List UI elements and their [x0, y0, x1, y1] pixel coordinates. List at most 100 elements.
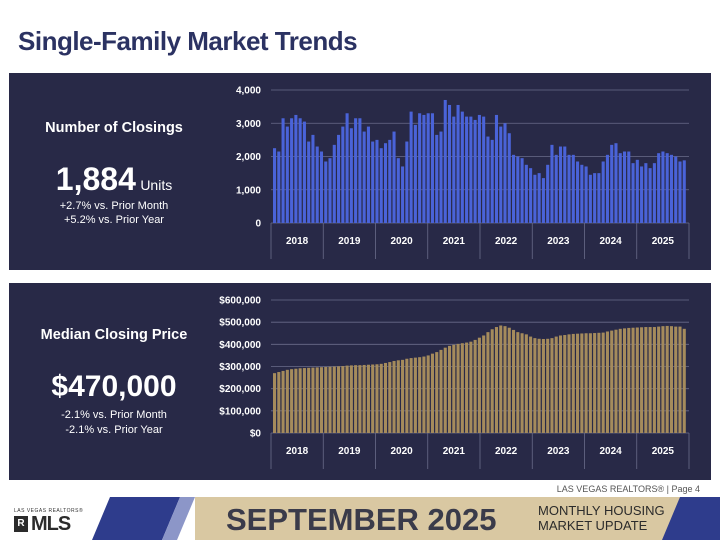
report-subtitle-line1: MONTHLY HOUSING — [538, 503, 665, 518]
x-tick-label: 2022 — [495, 446, 518, 457]
bar — [319, 367, 324, 433]
y-tick-label: 1,000 — [236, 185, 261, 196]
bar — [349, 365, 353, 433]
bar — [302, 121, 306, 223]
x-tick-label: 2018 — [286, 446, 309, 457]
bar — [273, 148, 277, 223]
bar — [413, 124, 417, 223]
bar — [529, 336, 533, 433]
report-subtitle-line2: MARKET UPDATE — [538, 518, 648, 533]
bar — [465, 116, 469, 223]
bar — [648, 168, 652, 223]
bar — [512, 154, 516, 223]
logo-small-text: LAS VEGAS REALTORS® — [14, 508, 84, 514]
closings-vs-month: +2.7% vs. Prior Month — [59, 200, 169, 212]
bar — [379, 363, 383, 433]
bar — [631, 163, 635, 223]
bar — [533, 338, 537, 433]
x-tick-label: 2021 — [443, 236, 466, 247]
price-value-block: $470,000 — [9, 370, 219, 404]
bar — [674, 326, 678, 433]
bar — [469, 116, 473, 223]
bar — [332, 366, 336, 433]
x-tick-label: 2025 — [652, 446, 675, 457]
bar — [558, 146, 563, 223]
bar — [614, 143, 618, 223]
bar — [341, 366, 345, 433]
bar — [439, 349, 443, 434]
bar — [319, 151, 324, 223]
y-tick-label: $500,000 — [219, 318, 261, 329]
bar — [669, 154, 673, 223]
y-tick-label: $200,000 — [219, 384, 261, 395]
bar — [657, 326, 661, 433]
bar — [533, 174, 537, 223]
bar — [520, 158, 524, 223]
bar — [627, 151, 631, 223]
bar — [473, 119, 477, 223]
bar — [682, 160, 686, 223]
bar — [554, 154, 558, 223]
bar — [349, 128, 353, 223]
bar — [576, 333, 580, 433]
bar — [277, 151, 281, 223]
bar — [644, 327, 648, 433]
bar — [422, 356, 426, 433]
bar — [418, 113, 422, 223]
bar — [490, 139, 494, 224]
bar — [652, 163, 656, 223]
bar — [597, 332, 601, 433]
bar — [486, 332, 490, 433]
bar — [396, 360, 400, 433]
closings-heading: Number of Closings — [45, 120, 183, 136]
bar — [371, 364, 375, 433]
x-tick-label: 2020 — [391, 446, 414, 457]
bar — [413, 357, 417, 433]
bar — [294, 114, 298, 223]
bar — [601, 332, 605, 433]
bar — [392, 131, 396, 223]
bar — [605, 331, 609, 433]
bar — [503, 326, 507, 433]
x-tick-label: 2018 — [286, 236, 309, 247]
bar — [469, 341, 473, 433]
bar — [554, 336, 558, 433]
bar — [473, 339, 477, 433]
bar — [294, 368, 298, 433]
bar — [588, 174, 592, 223]
bar — [375, 364, 379, 433]
bar — [610, 330, 614, 433]
bar — [546, 338, 550, 433]
bar — [443, 99, 447, 223]
bar — [669, 326, 673, 433]
bar — [661, 326, 665, 433]
bar — [494, 114, 499, 223]
bar — [516, 156, 520, 223]
bar — [362, 364, 366, 433]
bar — [307, 141, 311, 223]
bar — [341, 126, 345, 223]
bar — [571, 333, 575, 433]
bar — [277, 372, 281, 433]
bar — [622, 328, 627, 433]
bar — [644, 163, 648, 223]
bar — [358, 118, 362, 223]
bar — [537, 173, 541, 224]
bar — [358, 365, 362, 433]
bar — [443, 347, 447, 433]
bar — [601, 161, 605, 223]
bar — [430, 113, 434, 223]
closings-panel: Number of Closings 1,884 Units +2.7% vs.… — [9, 73, 711, 270]
footer-banner: LAS VEGAS REALTORS® R MLS SEPTEMBER 2025… — [0, 497, 720, 540]
bar — [490, 329, 494, 433]
bar — [593, 333, 597, 433]
logo-text: MLS — [31, 513, 71, 535]
bar — [328, 366, 332, 433]
x-tick-label: 2020 — [391, 236, 414, 247]
bar — [337, 366, 341, 433]
bar — [499, 126, 503, 223]
price-chart: $0 $100,000 $200,000 $300,000 $400,000 $500,0… — [219, 296, 690, 469]
x-tick-label: 2023 — [547, 446, 570, 457]
bar — [290, 118, 294, 223]
bar — [665, 325, 669, 433]
